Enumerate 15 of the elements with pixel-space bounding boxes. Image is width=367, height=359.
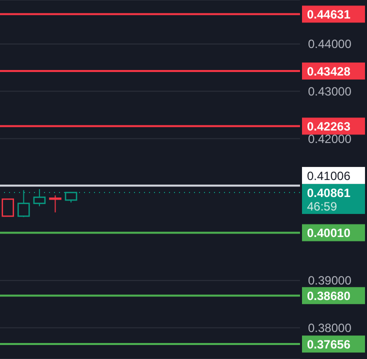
ref-line-label: 0.43428 xyxy=(307,64,351,79)
ref-line-label: 0.40861 xyxy=(307,186,351,200)
candlestick xyxy=(49,194,62,213)
y-tick-label: 0.43000 xyxy=(308,84,352,99)
ref-line-label: 0.42263 xyxy=(307,120,351,134)
ref-line-label: 0.41006 xyxy=(307,168,351,183)
ref-line-label: 0.44631 xyxy=(307,8,351,22)
ref-line-label: 0.40010 xyxy=(307,226,351,240)
y-tick-label: 0.44000 xyxy=(308,37,352,52)
text: 46:59 xyxy=(307,199,338,214)
ref-line-label: 0.37656 xyxy=(307,338,351,352)
ref-line-label: 0.38680 xyxy=(307,289,351,304)
y-tick-label: 0.38000 xyxy=(308,321,352,336)
y-tick-label: 0.42000 xyxy=(308,132,352,146)
y-tick-label: 0.39000 xyxy=(308,274,352,288)
